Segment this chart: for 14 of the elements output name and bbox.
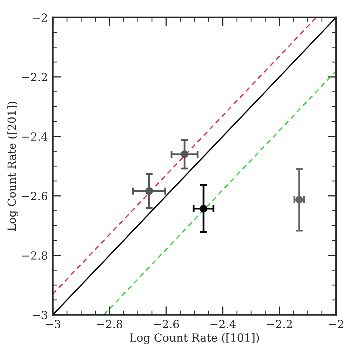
y-tick-label: −2.4: [22, 132, 48, 142]
y-tick-label: −2.2: [22, 73, 48, 82]
y-tick-label: −2: [33, 14, 48, 22]
x-tick-label: −2.2: [267, 320, 292, 329]
x-tick-label: −2.8: [97, 320, 122, 329]
x-tick-label: −2: [329, 320, 344, 328]
y-tick-label: −2.6: [22, 192, 48, 200]
y-tick-label: −3: [33, 311, 48, 320]
x-tick-label: −2.4: [210, 320, 236, 329]
x-axis-title: Log Count Rate ([101]): [130, 333, 260, 344]
x-tick-label: −2.6: [154, 320, 180, 329]
y-tick-label: −2.8: [22, 252, 48, 260]
x-tick-label: −3: [46, 320, 60, 329]
y-axis-title: Log Count Rate ([201]): [8, 102, 18, 232]
